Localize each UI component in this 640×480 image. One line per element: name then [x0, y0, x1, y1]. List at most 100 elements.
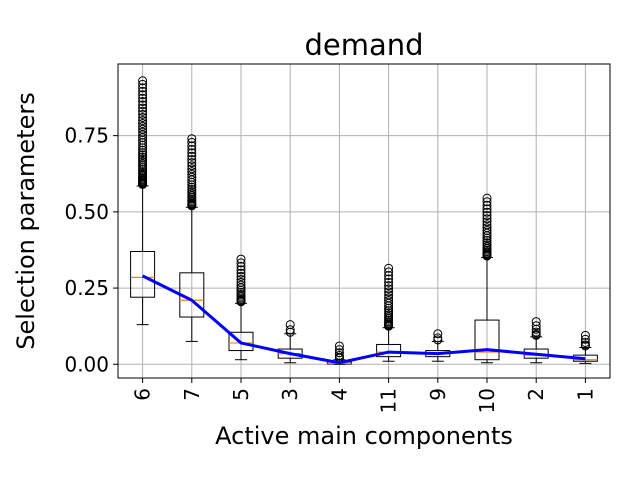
- box-5: [228, 254, 254, 361]
- outlier-point: [138, 116, 148, 126]
- outlier-point: [187, 154, 197, 164]
- outlier-point: [236, 254, 246, 264]
- outlier-point: [138, 121, 148, 131]
- outlier-point: [138, 103, 148, 113]
- outlier-point: [580, 337, 590, 347]
- outlier-point: [384, 267, 394, 277]
- outlier-point: [187, 137, 197, 147]
- outlier-point: [138, 150, 148, 160]
- box-series: [130, 76, 598, 365]
- outlier-point: [580, 334, 590, 344]
- outlier-point: [384, 310, 394, 320]
- outlier-point: [531, 327, 541, 337]
- outlier-point: [138, 86, 148, 96]
- outlier-point: [482, 223, 492, 233]
- x-axis-label: Active main components: [215, 422, 513, 450]
- x-tick-label: 2: [524, 388, 548, 401]
- outlier-point: [482, 240, 492, 250]
- outlier-point: [138, 112, 148, 122]
- outlier-point: [384, 293, 394, 303]
- outlier-point: [138, 154, 148, 164]
- x-axis: 6 7 5 3 4 11 9 10 2 1: [131, 378, 597, 413]
- outlier-point: [187, 161, 197, 171]
- outlier-point: [138, 79, 148, 89]
- outlier-point: [236, 274, 246, 284]
- outlier-point: [187, 164, 197, 174]
- mean-line: [141, 274, 586, 365]
- outlier-point: [138, 100, 148, 110]
- outlier-point: [384, 287, 394, 297]
- outlier-point: [187, 182, 197, 192]
- outlier-point: [187, 158, 197, 168]
- x-tick-label: 4: [327, 388, 351, 401]
- outlier-point: [384, 277, 394, 287]
- x-tick-label: 5: [229, 388, 253, 401]
- x-tick-label: 9: [426, 388, 450, 401]
- outlier-point: [384, 308, 394, 318]
- box-10: [474, 193, 500, 364]
- box-3: [277, 320, 303, 364]
- outlier-point: [138, 156, 148, 166]
- outlier-point: [236, 280, 246, 290]
- y-tick-label: 0.25: [64, 276, 109, 300]
- outlier-point: [187, 169, 197, 179]
- x-tick-label: 7: [180, 388, 204, 401]
- x-tick-label: 3: [278, 388, 302, 401]
- outlier-point: [384, 274, 394, 284]
- outlier-point: [138, 76, 148, 86]
- outlier-point: [531, 321, 541, 331]
- outlier-point: [384, 263, 394, 273]
- outlier-point: [531, 329, 541, 339]
- outlier-point: [384, 290, 394, 300]
- outlier-point: [482, 204, 492, 214]
- outlier-point: [334, 345, 344, 355]
- chart-title: demand: [304, 28, 423, 62]
- outlier-point: [433, 329, 443, 339]
- outlier-point: [482, 197, 492, 207]
- outlier-point: [138, 97, 148, 107]
- x-tick-label: 6: [131, 388, 155, 401]
- y-tick-label: 0.50: [64, 200, 109, 224]
- outlier-point: [236, 277, 246, 287]
- outlier-point: [187, 167, 197, 177]
- outlier-point: [187, 184, 197, 194]
- outlier-point: [187, 187, 197, 197]
- box-11: [376, 263, 402, 362]
- outlier-point: [187, 134, 197, 144]
- x-tick-label: 1: [573, 388, 597, 401]
- outlier-point: [384, 296, 394, 306]
- outlier-point: [531, 317, 541, 327]
- plot-frame: [117, 63, 611, 379]
- outlier-point: [482, 220, 492, 230]
- outlier-point: [334, 341, 344, 351]
- outlier-point: [482, 193, 492, 203]
- outlier-point: [187, 141, 197, 151]
- outlier-point: [580, 330, 590, 340]
- x-tick-label: 11: [377, 388, 401, 413]
- outlier-point: [138, 109, 148, 119]
- outlier-point: [482, 235, 492, 245]
- outlier-point: [384, 270, 394, 280]
- outlier-point: [138, 152, 148, 162]
- outlier-point: [236, 265, 246, 275]
- box-6: [130, 76, 156, 326]
- outlier-point: [482, 207, 492, 217]
- x-tick-label: 10: [475, 388, 499, 413]
- y-tick-label: 0.75: [64, 124, 109, 148]
- outlier-point: [482, 217, 492, 227]
- box-iqr: [376, 343, 402, 358]
- outlier-point: [236, 287, 246, 297]
- outlier-point: [236, 271, 246, 281]
- outlier-point: [580, 340, 590, 350]
- outlier-point: [384, 306, 394, 316]
- box-iqr: [130, 250, 156, 298]
- outlier-point: [334, 348, 344, 358]
- outlier-point: [384, 284, 394, 294]
- outlier-point: [187, 144, 197, 154]
- outlier-point: [138, 93, 148, 103]
- outlier-point: [482, 225, 492, 235]
- outlier-point: [138, 124, 148, 134]
- y-axis-label: Selection parameters: [12, 92, 40, 349]
- outlier-point: [334, 350, 344, 360]
